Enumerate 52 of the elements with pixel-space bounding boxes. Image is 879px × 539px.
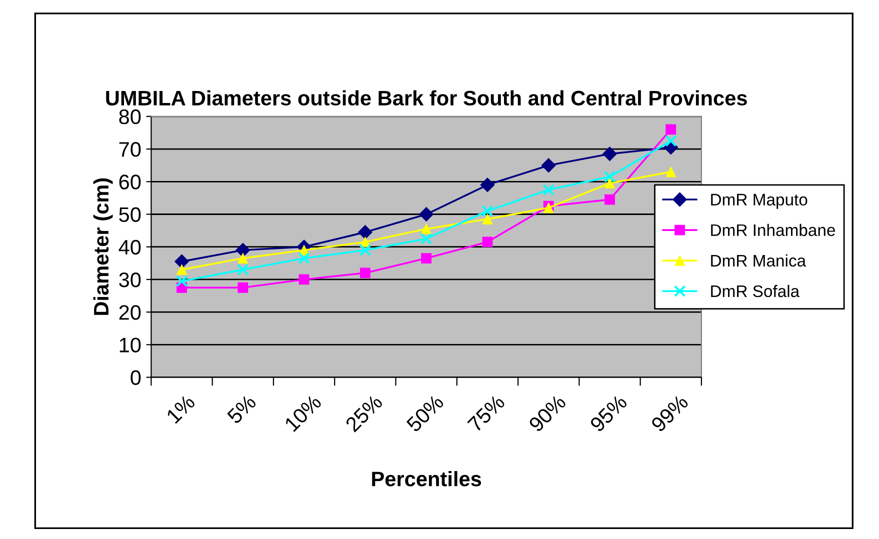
point	[480, 178, 495, 192]
legend-label: DmR Maputo	[711, 194, 808, 209]
point	[176, 264, 187, 275]
y-tick-label: 30	[119, 272, 141, 288]
point	[604, 170, 616, 183]
point	[419, 207, 434, 222]
point	[482, 214, 493, 224]
legend-label: DmR Sofala	[711, 284, 800, 298]
point	[664, 134, 677, 147]
y-tick-label: 50	[119, 207, 141, 222]
x-tick-label: 99%	[650, 394, 690, 433]
point	[604, 194, 615, 205]
point	[176, 275, 188, 288]
point	[359, 244, 372, 256]
point	[420, 232, 432, 245]
point	[238, 253, 248, 264]
y-tick-label: 20	[119, 305, 141, 320]
point	[298, 252, 310, 264]
point	[360, 268, 370, 278]
point	[298, 274, 310, 285]
y-tick-label: 80	[119, 109, 141, 124]
point	[482, 236, 493, 248]
point	[482, 205, 494, 217]
point	[236, 242, 250, 258]
chart-title: UMBILA Diameters outside Bark for South and Central Provinces	[106, 90, 747, 106]
x-tick-label: 50%	[406, 394, 444, 433]
point	[174, 254, 189, 269]
point	[542, 184, 554, 196]
y-tick-label: 60	[119, 174, 141, 190]
x-tick-label: 90%	[528, 394, 567, 433]
x-axis-title: Percentiles	[372, 471, 482, 486]
point	[602, 146, 617, 162]
y-tick-label: 10	[120, 338, 141, 352]
y-tick-label: 70	[119, 142, 141, 157]
y-axis-title: Diameter (cm)	[93, 178, 113, 315]
x-tick-label: 5%	[226, 394, 257, 424]
x-tick-label: 1%	[166, 394, 196, 424]
point	[666, 166, 676, 178]
point	[421, 253, 432, 264]
point	[604, 178, 615, 188]
y-tick-label: 0	[130, 370, 141, 386]
x-tick-label: 95%	[589, 394, 628, 433]
point	[238, 282, 248, 293]
point	[236, 264, 249, 276]
x-tick-label: 75%	[467, 394, 506, 432]
point	[421, 224, 432, 234]
point	[358, 224, 372, 240]
point	[541, 158, 556, 173]
legend-label: DmR Manica	[711, 254, 806, 267]
legend-label: DmR Inhambane	[711, 224, 835, 236]
point	[666, 124, 676, 135]
y-tick-label: 40	[118, 240, 141, 255]
